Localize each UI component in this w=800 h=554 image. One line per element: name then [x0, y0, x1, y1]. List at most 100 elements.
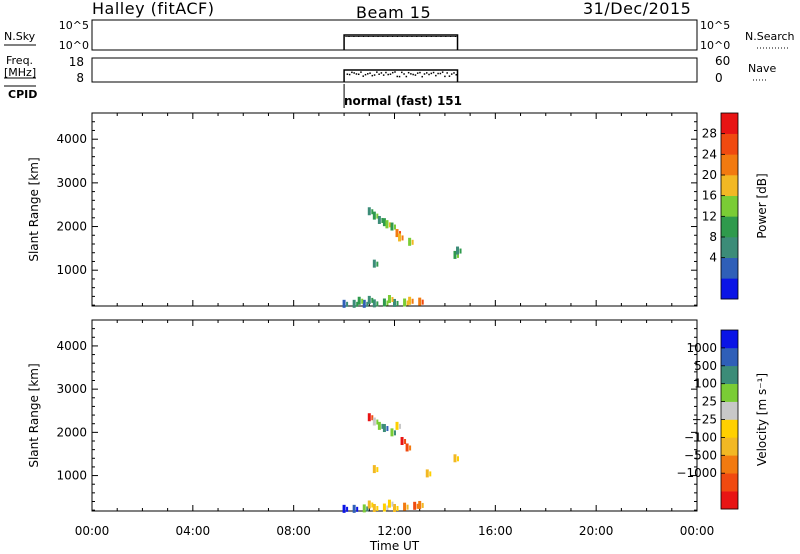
nsearch-dot: [453, 36, 455, 37]
data-cell: [403, 502, 407, 511]
nave-label: Nave: [748, 62, 777, 75]
colorbar-swatch: [721, 133, 738, 155]
colorbar-swatch: [721, 437, 738, 456]
data-cell: [421, 299, 424, 305]
colorbar-tick-label: 20: [702, 168, 717, 182]
nave-dot: [385, 71, 387, 74]
nave-dot: [353, 72, 355, 74]
data-cell: [385, 220, 389, 229]
colorbar-label: Power [dB]: [755, 173, 769, 238]
x-tick-label: 08:00: [276, 524, 311, 538]
nsearch-dot: [439, 36, 441, 37]
nave-dot: [430, 72, 433, 75]
nave-dot: [450, 73, 453, 75]
nsearch-dot: [456, 36, 458, 37]
colorbar-swatch: [721, 401, 738, 420]
nsearch-dot: [414, 36, 416, 37]
nave-dot: [439, 72, 442, 75]
data-cell: [372, 465, 376, 474]
colorbar-tick-label: 500: [694, 359, 717, 373]
colorbar-tick-label: −100: [684, 430, 717, 444]
data-cell: [411, 298, 414, 304]
nave-dot: [419, 71, 421, 74]
nsearch-dot: [402, 36, 404, 37]
colorbar-swatch: [721, 278, 738, 300]
nsearch-label: N.Search: [745, 30, 795, 43]
data-cell: [416, 503, 419, 509]
nsearch-dot: [438, 36, 440, 37]
data-cell: [456, 246, 460, 255]
nsearch-dot: [455, 36, 456, 37]
nave-dot: [364, 73, 367, 76]
data-cell: [387, 499, 391, 508]
data-cell: [395, 421, 399, 430]
nsearch-dot: [347, 36, 349, 37]
data-cell: [362, 299, 366, 308]
nsearch-dot: [417, 36, 419, 37]
nave-dot: [376, 71, 378, 73]
nsearch-dot: [383, 36, 385, 37]
nsearch-dot: [361, 36, 363, 37]
data-cell: [393, 430, 396, 436]
nsearch-dot: [397, 36, 399, 37]
data-cell: [346, 301, 349, 307]
nave-dot: [346, 73, 349, 75]
nsearch-dot: [378, 36, 380, 37]
nsearch-tick-top: 10^5: [700, 19, 730, 32]
data-cell: [382, 298, 386, 307]
nsearch-dot: [355, 36, 357, 37]
data-cell: [401, 235, 404, 241]
nave-dot: [421, 75, 423, 78]
nsearch-dot: [398, 36, 400, 37]
data-cell: [386, 426, 389, 432]
colorbar-swatch: [721, 365, 738, 384]
nsearch-dot: [393, 36, 395, 37]
nsearch-dot: [370, 36, 372, 37]
nsearch-dot: [448, 36, 450, 37]
data-cell: [371, 209, 374, 215]
data-cell: [367, 500, 371, 509]
nsearch-dot: [399, 36, 401, 37]
x-tick-label: 16:00: [478, 524, 513, 538]
data-cell: [367, 295, 371, 304]
freq-tick-bottom: 8: [76, 71, 84, 85]
nave-dot: [416, 72, 419, 74]
nsearch-dot: [432, 36, 434, 37]
nsky-trace: [343, 34, 459, 50]
data-cell: [352, 504, 356, 513]
data-cell: [371, 415, 374, 421]
data-cell: [421, 502, 424, 508]
colorbar-swatch: [721, 216, 738, 238]
nave-dot: [435, 74, 437, 77]
data-cell: [399, 423, 402, 429]
y-tick-label: 4000: [56, 339, 87, 353]
data-cell: [393, 503, 396, 512]
nsearch-dot: [345, 36, 347, 37]
data-cell: [352, 299, 356, 308]
colorbar-swatch: [721, 175, 738, 196]
panel-frame: [91, 319, 698, 512]
nave-dot: [401, 71, 403, 74]
freq-trace: [343, 69, 459, 82]
colorbar-swatch: [721, 154, 738, 176]
data-cell: [457, 252, 459, 258]
nsearch-dot: [427, 36, 429, 37]
nsearch-dot: [395, 36, 397, 37]
data-cell: [357, 296, 361, 305]
nave-dot: [389, 73, 392, 75]
data-cell: [459, 248, 462, 254]
nave-dot: [410, 73, 412, 75]
nave-dot: [423, 73, 426, 75]
nsearch-dot: [449, 36, 451, 37]
nsearch-dot: [412, 36, 414, 37]
nave-dot: [448, 75, 451, 77]
x-tick-label: 12:00: [377, 524, 412, 538]
nave-dot: [396, 75, 399, 78]
nsearch-dot: [369, 36, 371, 37]
nsearch-dot: [350, 36, 352, 37]
nsearch-dot: [418, 36, 420, 37]
data-cell: [400, 436, 404, 445]
nsky-panel-frame: [91, 19, 698, 51]
nsearch-tick-bottom: 10^0: [700, 39, 730, 52]
data-cell: [371, 502, 374, 508]
